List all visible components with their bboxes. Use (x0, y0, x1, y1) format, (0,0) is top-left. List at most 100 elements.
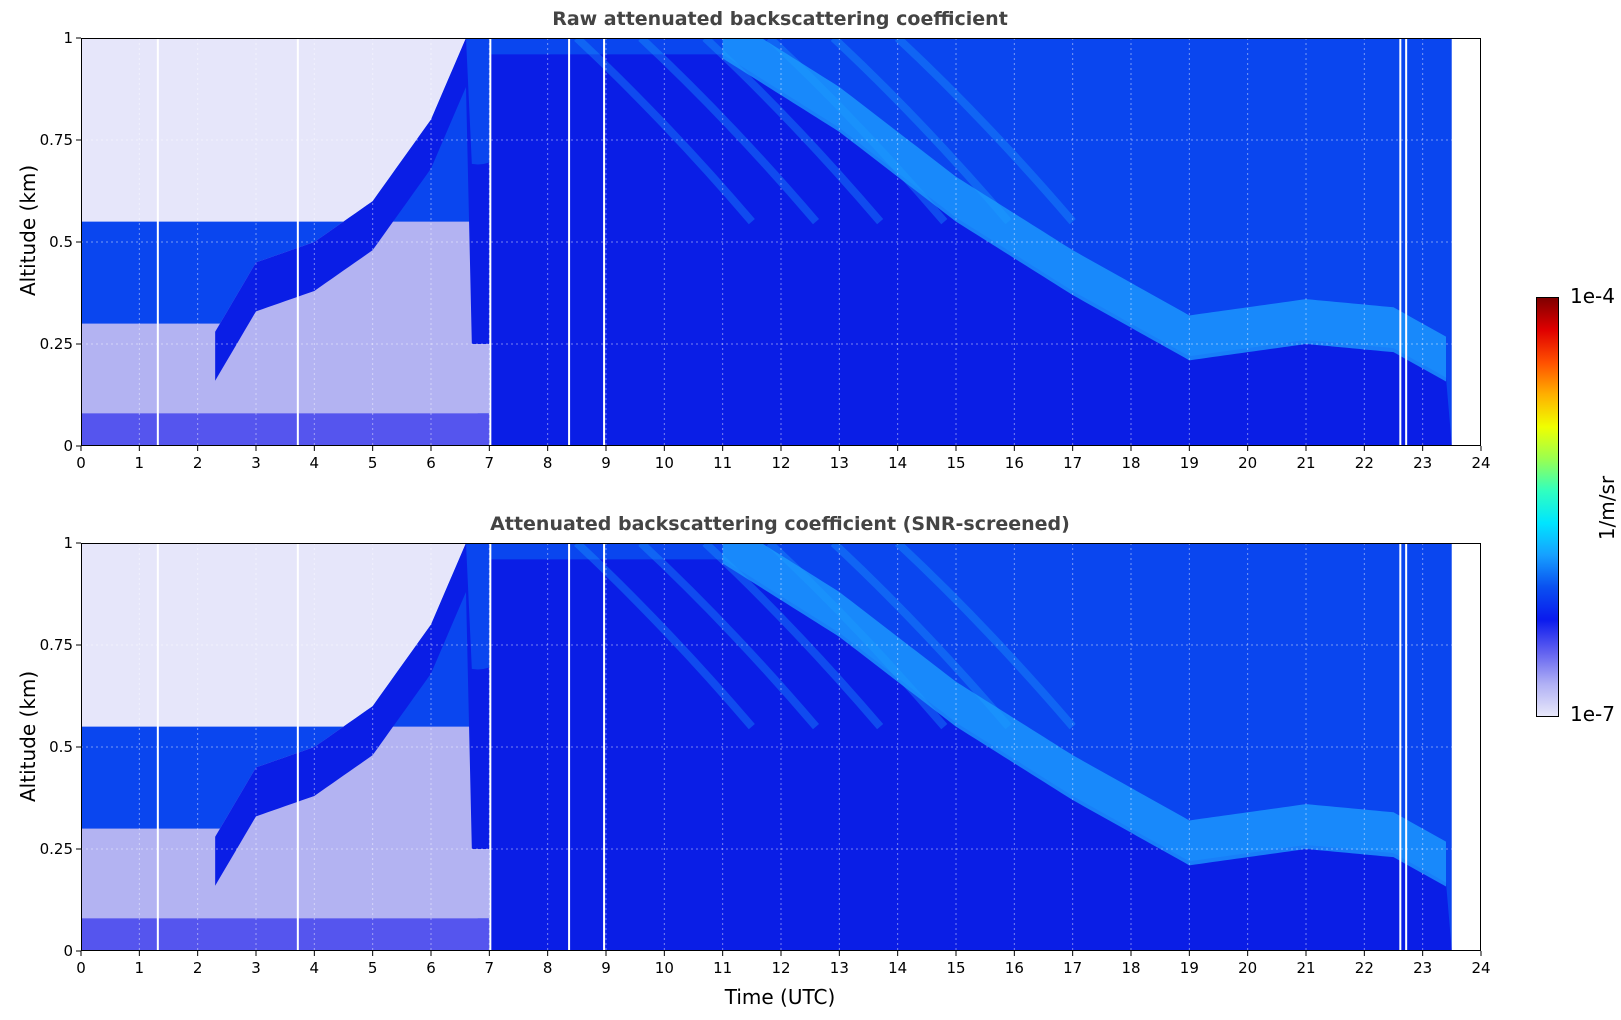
x-tick-label: 17 (1063, 959, 1082, 977)
x-tick-label: 4 (310, 454, 320, 472)
x-tick-label: 21 (1296, 454, 1315, 472)
y-tick-label: 0.5 (49, 738, 73, 756)
x-tick-label: 18 (1121, 454, 1140, 472)
data-gap (568, 38, 571, 446)
data-gap (568, 543, 571, 951)
heat-streak (702, 38, 884, 225)
y-tick-label: 0.5 (49, 233, 73, 251)
y-tick-label: 1 (63, 29, 73, 47)
x-tick-label: 16 (1005, 454, 1024, 472)
x-tick-label: 12 (771, 454, 790, 472)
axes-snr: 0 1 2 3 4 5 6 7 8 9 10 11 12 13 14 15 16 17 18 19 20 21 22 23 24… (40, 534, 1491, 977)
y-axis-label-snr: Altitude (km) (16, 670, 40, 802)
x-tick-label: 1 (135, 959, 145, 977)
x-tick-label: 12 (771, 959, 790, 977)
x-tick-label: 16 (1005, 959, 1024, 977)
x-tick-label: 7 (485, 959, 495, 977)
colorbar-min-label: 1e-7 (1570, 702, 1615, 726)
x-tick-label: 10 (655, 454, 674, 472)
heat-region-bright-layer (722, 38, 1446, 382)
x-tick-label: 11 (713, 454, 732, 472)
x-tick-label: 6 (426, 959, 436, 977)
data-gap (603, 543, 606, 951)
x-tick-label: 19 (1180, 454, 1199, 472)
x-tick-label: 1 (135, 454, 145, 472)
colorbar-max-label: 1e-4 (1570, 284, 1615, 308)
data-gap (1399, 543, 1402, 951)
heat-region-bright-layer (722, 543, 1446, 887)
data-gap (1405, 543, 1408, 951)
heat-band-low (81, 323, 490, 414)
x-tick-label: 3 (251, 454, 261, 472)
x-tick-label: 22 (1355, 959, 1374, 977)
x-tick-label: 17 (1063, 454, 1082, 472)
heat-streak (638, 38, 820, 225)
x-tick-label: 13 (830, 959, 849, 977)
data-gap (156, 543, 159, 951)
heat-streak (830, 543, 1012, 730)
heat-region-empty (81, 38, 478, 222)
data-gap (489, 38, 492, 446)
x-tick-label: 5 (368, 959, 378, 977)
x-tick-label: 8 (543, 454, 553, 472)
no-data-region (1451, 543, 1481, 951)
x-tick-label: 24 (1471, 959, 1490, 977)
x-tick-label: 10 (655, 959, 674, 977)
x-tick-label: 23 (1413, 959, 1432, 977)
x-tick-label: 14 (888, 959, 907, 977)
x-tick-label: 2 (193, 959, 203, 977)
data-gap (296, 543, 299, 951)
x-tick-label: 9 (601, 959, 611, 977)
x-tick-label: 20 (1238, 959, 1257, 977)
plot-area-raw: 0 1 2 3 4 5 6 7 8 9 10 11 12 13 14 15 16 17 18 19 20 21 22 23 24… (40, 29, 1491, 472)
x-tick-label: 7 (485, 454, 495, 472)
x-tick-label: 11 (713, 959, 732, 977)
heat-streak (766, 38, 948, 225)
y-axis-label-raw: Altitude (km) (16, 164, 40, 296)
heat-band-surface (81, 413, 490, 446)
x-tick-label: 15 (946, 959, 965, 977)
heat-streak (574, 543, 755, 730)
data-gap (489, 543, 492, 951)
colorbar-units-label: 1/m/sr (1595, 475, 1619, 541)
y-tick-label: 0 (63, 942, 73, 960)
x-tick-label: 5 (368, 454, 378, 472)
data-gap (296, 38, 299, 446)
x-tick-label: 22 (1355, 454, 1374, 472)
heat-streak (894, 543, 1076, 730)
x-tick-label: 4 (310, 959, 320, 977)
data-gap (1399, 38, 1402, 446)
x-tick-label: 2 (193, 454, 203, 472)
chart-title-raw: Raw attenuated backscattering coefficien… (552, 8, 1008, 30)
y-tick-label: 0.75 (40, 636, 73, 654)
data-gap (603, 38, 606, 446)
x-tick-label: 21 (1296, 959, 1315, 977)
x-tick-label: 14 (888, 454, 907, 472)
x-tick-label: 19 (1180, 959, 1199, 977)
x-tick-label: 20 (1238, 454, 1257, 472)
heat-region-boundary (489, 559, 1452, 951)
axes-raw: 0 1 2 3 4 5 6 7 8 9 10 11 12 13 14 15 16 17 18 19 20 21 22 23 24… (40, 29, 1491, 472)
x-tick-label: 23 (1413, 454, 1432, 472)
heat-band-low (81, 828, 490, 919)
heat-region-boundary (489, 54, 1452, 446)
colorbar-gradient (1536, 297, 1559, 717)
x-tick-label: 24 (1471, 454, 1490, 472)
heatmap-raw (81, 38, 1481, 446)
heat-streak (894, 38, 1076, 225)
x-axis-label: Time (UTC) (724, 985, 836, 1009)
x-tick-label: 0 (76, 959, 86, 977)
x-tick-label: 15 (946, 454, 965, 472)
x-tick-label: 0 (76, 454, 86, 472)
x-tick-label: 9 (601, 454, 611, 472)
heat-streak (574, 38, 755, 225)
chart-title-snr: Attenuated backscattering coefficient (S… (490, 513, 1070, 535)
heat-streak (830, 38, 1012, 225)
heat-streak (638, 543, 820, 730)
x-tick-label: 3 (251, 959, 261, 977)
heat-region-empty (81, 543, 478, 727)
y-tick-label: 0.75 (40, 131, 73, 149)
x-tick-label: 13 (830, 454, 849, 472)
heatmap-snr (81, 543, 1481, 951)
y-tick-label: 1 (63, 534, 73, 552)
